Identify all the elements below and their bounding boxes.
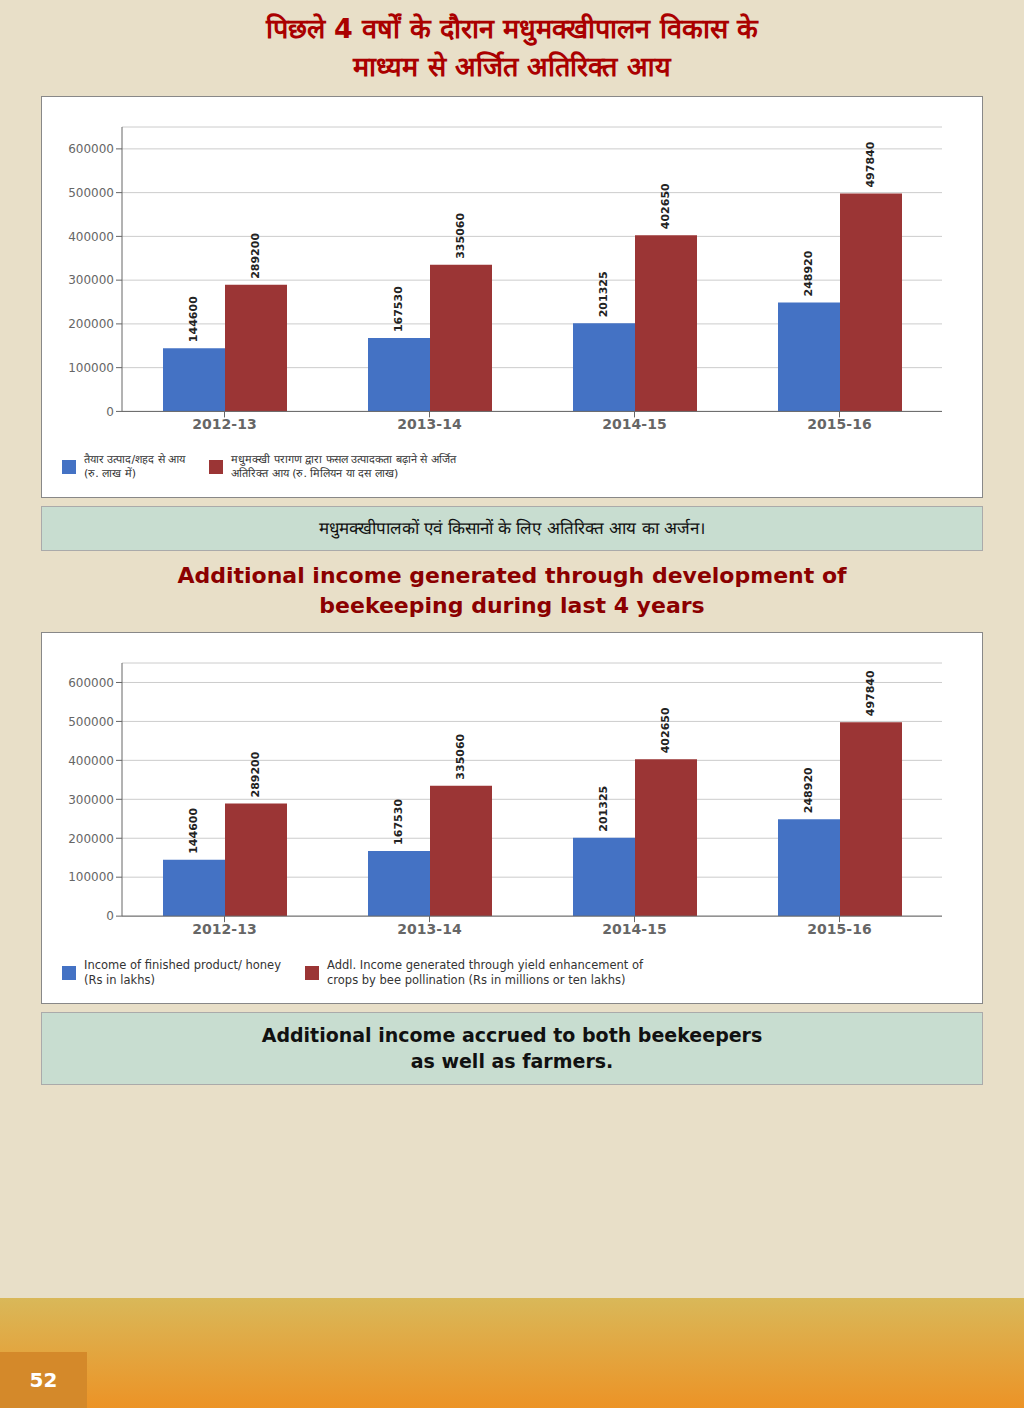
svg-text:335060: 335060 — [455, 734, 468, 780]
html-text:beekeeping during last 4 years: beekeeping during last 4 years — [319, 593, 705, 619]
svg-text:2013-14: 2013-14 — [397, 416, 462, 432]
svg-text:402650: 402650 — [660, 707, 673, 753]
html-text:मधुमक्खीपालकों एवं किसानों के: मधुमक्खीपालकों एवं किसानों के लिए अतिरिक… — [318, 517, 706, 538]
html-text:पिछले 4 वर्षों के दौरान मधुमक्: पिछले 4 वर्षों के दौरान मधुमक्खीपालन विक… — [265, 13, 759, 44]
svg-text:400000: 400000 — [68, 754, 114, 768]
svg-text:300000: 300000 — [68, 273, 114, 287]
svg-text:300000: 300000 — [68, 793, 114, 807]
svg-text:100000: 100000 — [68, 871, 114, 885]
svg-text:248920: 248920 — [803, 250, 816, 296]
html-text:crops by bee pollination (Rs i: crops by bee pollination (Rs in millions… — [327, 973, 626, 988]
html-text:तैयार उत्पाद/शहद से आय: तैयार उत्पाद/शहद से आय — [84, 453, 186, 466]
html-text:Income of finished product/ ho: Income of finished product/ honey — [84, 958, 281, 973]
svg-text:200000: 200000 — [68, 832, 114, 846]
svg-text:2012-13: 2012-13 — [192, 416, 256, 432]
svg-text:100000: 100000 — [68, 361, 114, 375]
html-text:(Rs in lakhs): (Rs in lakhs) — [84, 973, 155, 988]
html-text:Additional income accrued to b: Additional income accrued to both beekee… — [261, 1024, 763, 1047]
svg-text:497840: 497840 — [865, 670, 878, 716]
svg-text:2015-16: 2015-16 — [807, 416, 871, 432]
svg-text:400000: 400000 — [68, 229, 114, 243]
svg-text:200000: 200000 — [68, 317, 114, 331]
svg-text:0: 0 — [106, 404, 114, 418]
html-text:as well as farmers.: as well as farmers. — [410, 1049, 614, 1072]
svg-text:289200: 289200 — [250, 751, 263, 797]
html-text:माध्यम से अर्जित अतिरिक्त आय: माध्यम से अर्जित अतिरिक्त आय — [353, 50, 671, 82]
html-text:Addl. Income generated through: Addl. Income generated through yield enh… — [327, 958, 644, 973]
html-text:मधुमक्खी परागण द्वारा फसल उत्प: मधुमक्खी परागण द्वारा फसल उत्पादकता बढ़ा… — [231, 453, 456, 466]
svg-text:289200: 289200 — [250, 232, 263, 278]
svg-text:167530: 167530 — [393, 285, 406, 331]
html-text:अतिरिक्त आय (रु. मिलियन या दस: अतिरिक्त आय (रु. मिलियन या दस लाख) — [231, 467, 399, 481]
svg-text:0: 0 — [106, 910, 114, 924]
svg-text:167530: 167530 — [393, 799, 406, 845]
html-text:52: 52 — [29, 1368, 58, 1392]
svg-text:402650: 402650 — [660, 183, 673, 229]
svg-text:497840: 497840 — [865, 141, 878, 187]
svg-text:335060: 335060 — [455, 212, 468, 258]
svg-text:2015-16: 2015-16 — [807, 921, 871, 937]
svg-text:600000: 600000 — [68, 676, 114, 690]
svg-text:2014-15: 2014-15 — [602, 921, 666, 937]
svg-text:600000: 600000 — [68, 142, 114, 156]
svg-text:2014-15: 2014-15 — [602, 416, 666, 432]
svg-text:144600: 144600 — [188, 295, 201, 341]
html-text:Additional income generated th: Additional income generated through deve… — [177, 562, 847, 588]
svg-text:500000: 500000 — [68, 185, 114, 199]
svg-text:201325: 201325 — [598, 786, 611, 832]
svg-text:2013-14: 2013-14 — [397, 921, 462, 937]
svg-text:248920: 248920 — [803, 767, 816, 813]
html-text:(रु. लाख में): (रु. लाख में) — [84, 467, 137, 481]
svg-text:144600: 144600 — [188, 808, 201, 854]
svg-text:2012-13: 2012-13 — [192, 921, 256, 937]
svg-text:201325: 201325 — [598, 271, 611, 317]
svg-text:500000: 500000 — [68, 715, 114, 729]
